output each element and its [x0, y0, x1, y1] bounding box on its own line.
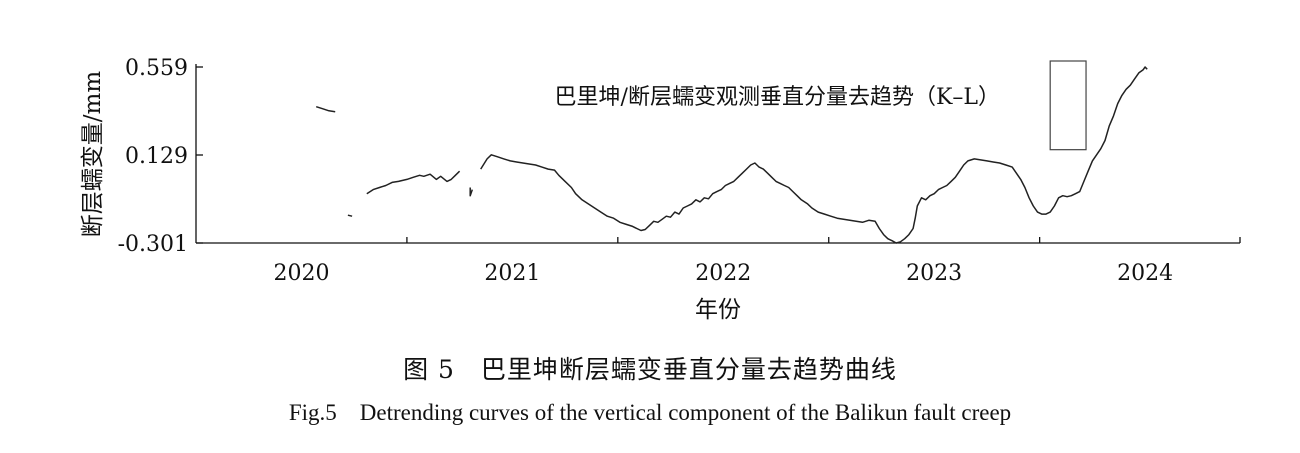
series-layer — [315, 66, 1148, 244]
series-line-segment — [366, 170, 461, 195]
y-tick-label: -0.301 — [118, 232, 188, 257]
y-axis-ticks: 0.559 0.129 -0.301 — [118, 56, 203, 257]
x-tick-label: 2020 — [273, 261, 329, 286]
chart-plot: 0.559 0.129 -0.301 2020 2021 2022 2023 2024 巴里… — [80, 56, 1241, 323]
annotation-label: 巴里坤/断层蠕变观测垂直分量去趋势（K–L） — [555, 85, 1000, 110]
figure-caption-english: Fig.5 Detrending curves of the vertical … — [288, 400, 1012, 425]
x-axis-ticks: 2020 2021 2022 2023 2024 — [273, 237, 1241, 286]
series-line-segment — [315, 105, 336, 113]
series-line-segment — [347, 214, 353, 217]
y-tick-label: 0.559 — [125, 56, 188, 81]
figure-caption-chinese: 图 5 巴里坤断层蠕变垂直分量去趋势曲线 — [403, 355, 897, 384]
series-line-segment — [469, 187, 474, 197]
x-tick-label: 2022 — [695, 261, 751, 286]
x-axis-label: 年份 — [695, 297, 741, 323]
y-tick-label: 0.129 — [125, 144, 188, 169]
series-line-segment — [480, 66, 1148, 244]
annotation-box — [1049, 60, 1087, 151]
x-tick-label: 2021 — [484, 261, 540, 286]
x-tick-label: 2023 — [906, 261, 962, 286]
y-axis-label: 断层蠕变量/mm — [80, 71, 106, 238]
x-tick-label: 2024 — [1117, 261, 1173, 286]
